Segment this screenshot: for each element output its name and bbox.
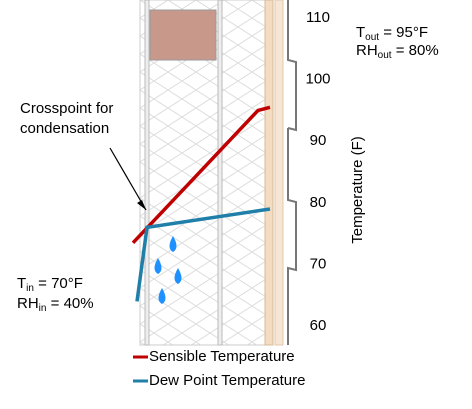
annotation-symbol: RH [356, 42, 378, 59]
annotation: RHout = 80% [356, 42, 439, 61]
annotation: RHin = 40% [17, 295, 94, 314]
series-line [135, 207, 271, 302]
y-axis-label: Temperature (F) [349, 136, 366, 244]
y-tick-label: 110 [306, 9, 330, 26]
series-line [131, 105, 271, 245]
y-tick-label: 90 [310, 132, 327, 149]
wall-section [109, 0, 297, 346]
y-tick-label: 80 [310, 194, 327, 211]
y-tick-label: 70 [310, 255, 327, 272]
annotation-text: = 70°F [34, 275, 83, 292]
annotation-subscript: out [378, 50, 392, 61]
annotation-subscript: out [365, 32, 379, 43]
annotation-subscript: in [26, 283, 34, 294]
annotation-symbol: T [17, 275, 26, 292]
callout-text: Crosspoint for [20, 100, 113, 117]
y-tick-label: 100 [305, 71, 330, 88]
legend-label: Sensible Temperature [149, 348, 295, 365]
annotation: Tout = 95°F [356, 24, 428, 43]
annotation-text: = 80% [392, 42, 439, 59]
annotation-symbol: T [356, 24, 365, 41]
annotation-symbol: RH [17, 295, 39, 312]
annotation-text: = 40% [46, 295, 93, 312]
annotation: Tin = 70°F [17, 275, 83, 294]
plot [131, 105, 271, 302]
legend-label: Dew Point Temperature [149, 372, 305, 389]
callout-text: condensation [20, 120, 109, 137]
annotation-text: = 95°F [379, 24, 428, 41]
annotation-subscript: in [39, 303, 47, 314]
y-tick-label: 60 [310, 317, 327, 334]
